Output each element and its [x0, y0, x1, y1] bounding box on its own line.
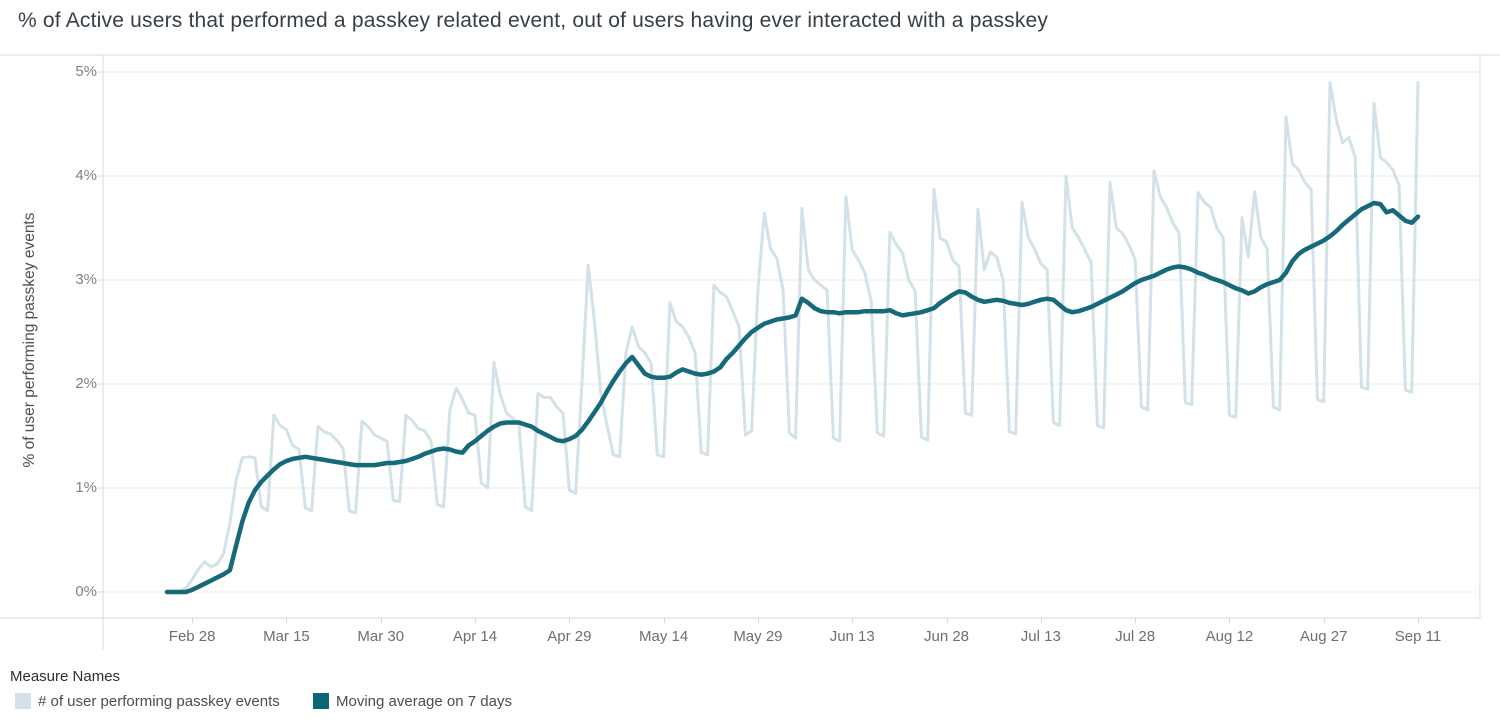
- y-tick-label: 1%: [75, 479, 97, 496]
- moving-average-line[interactable]: [164, 200, 1421, 595]
- y-axis-title: % of user performing passkey events: [21, 212, 38, 468]
- y-tick-label: 0%: [75, 583, 97, 600]
- x-tick-label: Jun 28: [923, 628, 970, 645]
- daily-series-line[interactable]: [165, 80, 1420, 594]
- y-tick-label: 2%: [75, 375, 97, 392]
- y-tick-label: 5%: [75, 63, 97, 80]
- y-tick-label: 3%: [75, 271, 97, 288]
- legend-title: Measure Names: [10, 668, 121, 685]
- moving-average-swatch-icon: [313, 693, 329, 709]
- x-tick-label: Jul 13: [1020, 628, 1061, 645]
- x-tick-label: Mar 15: [263, 628, 310, 645]
- x-tick-label: Sep 11: [1394, 628, 1442, 645]
- x-tick-label: Feb 28: [168, 628, 216, 645]
- x-tick-label: Apr 29: [547, 628, 592, 645]
- legend-item-moving-average[interactable]: Moving average on 7 days: [313, 692, 512, 710]
- legend-item-daily[interactable]: # of user performing passkey events: [15, 692, 280, 710]
- x-tick-label: Apr 14: [452, 628, 498, 645]
- x-tick-label: Aug 12: [1205, 628, 1254, 645]
- x-tick-label: Aug 27: [1299, 628, 1348, 645]
- x-tick-label: Jun 13: [829, 628, 875, 645]
- chart-title: % of Active users that performed a passk…: [18, 9, 1049, 32]
- legend-item-label: # of user performing passkey events: [38, 692, 280, 710]
- daily-series-swatch-icon: [15, 693, 31, 709]
- legend: Measure Names # of user performing passk…: [0, 660, 1500, 721]
- x-tick-label: May 14: [639, 628, 689, 645]
- x-tick-label: Jul 28: [1115, 628, 1156, 645]
- legend-item-label: Moving average on 7 days: [336, 692, 512, 710]
- y-tick-label: 4%: [75, 167, 97, 184]
- x-tick-label: May 29: [733, 628, 783, 645]
- x-tick-label: Mar 30: [357, 628, 405, 645]
